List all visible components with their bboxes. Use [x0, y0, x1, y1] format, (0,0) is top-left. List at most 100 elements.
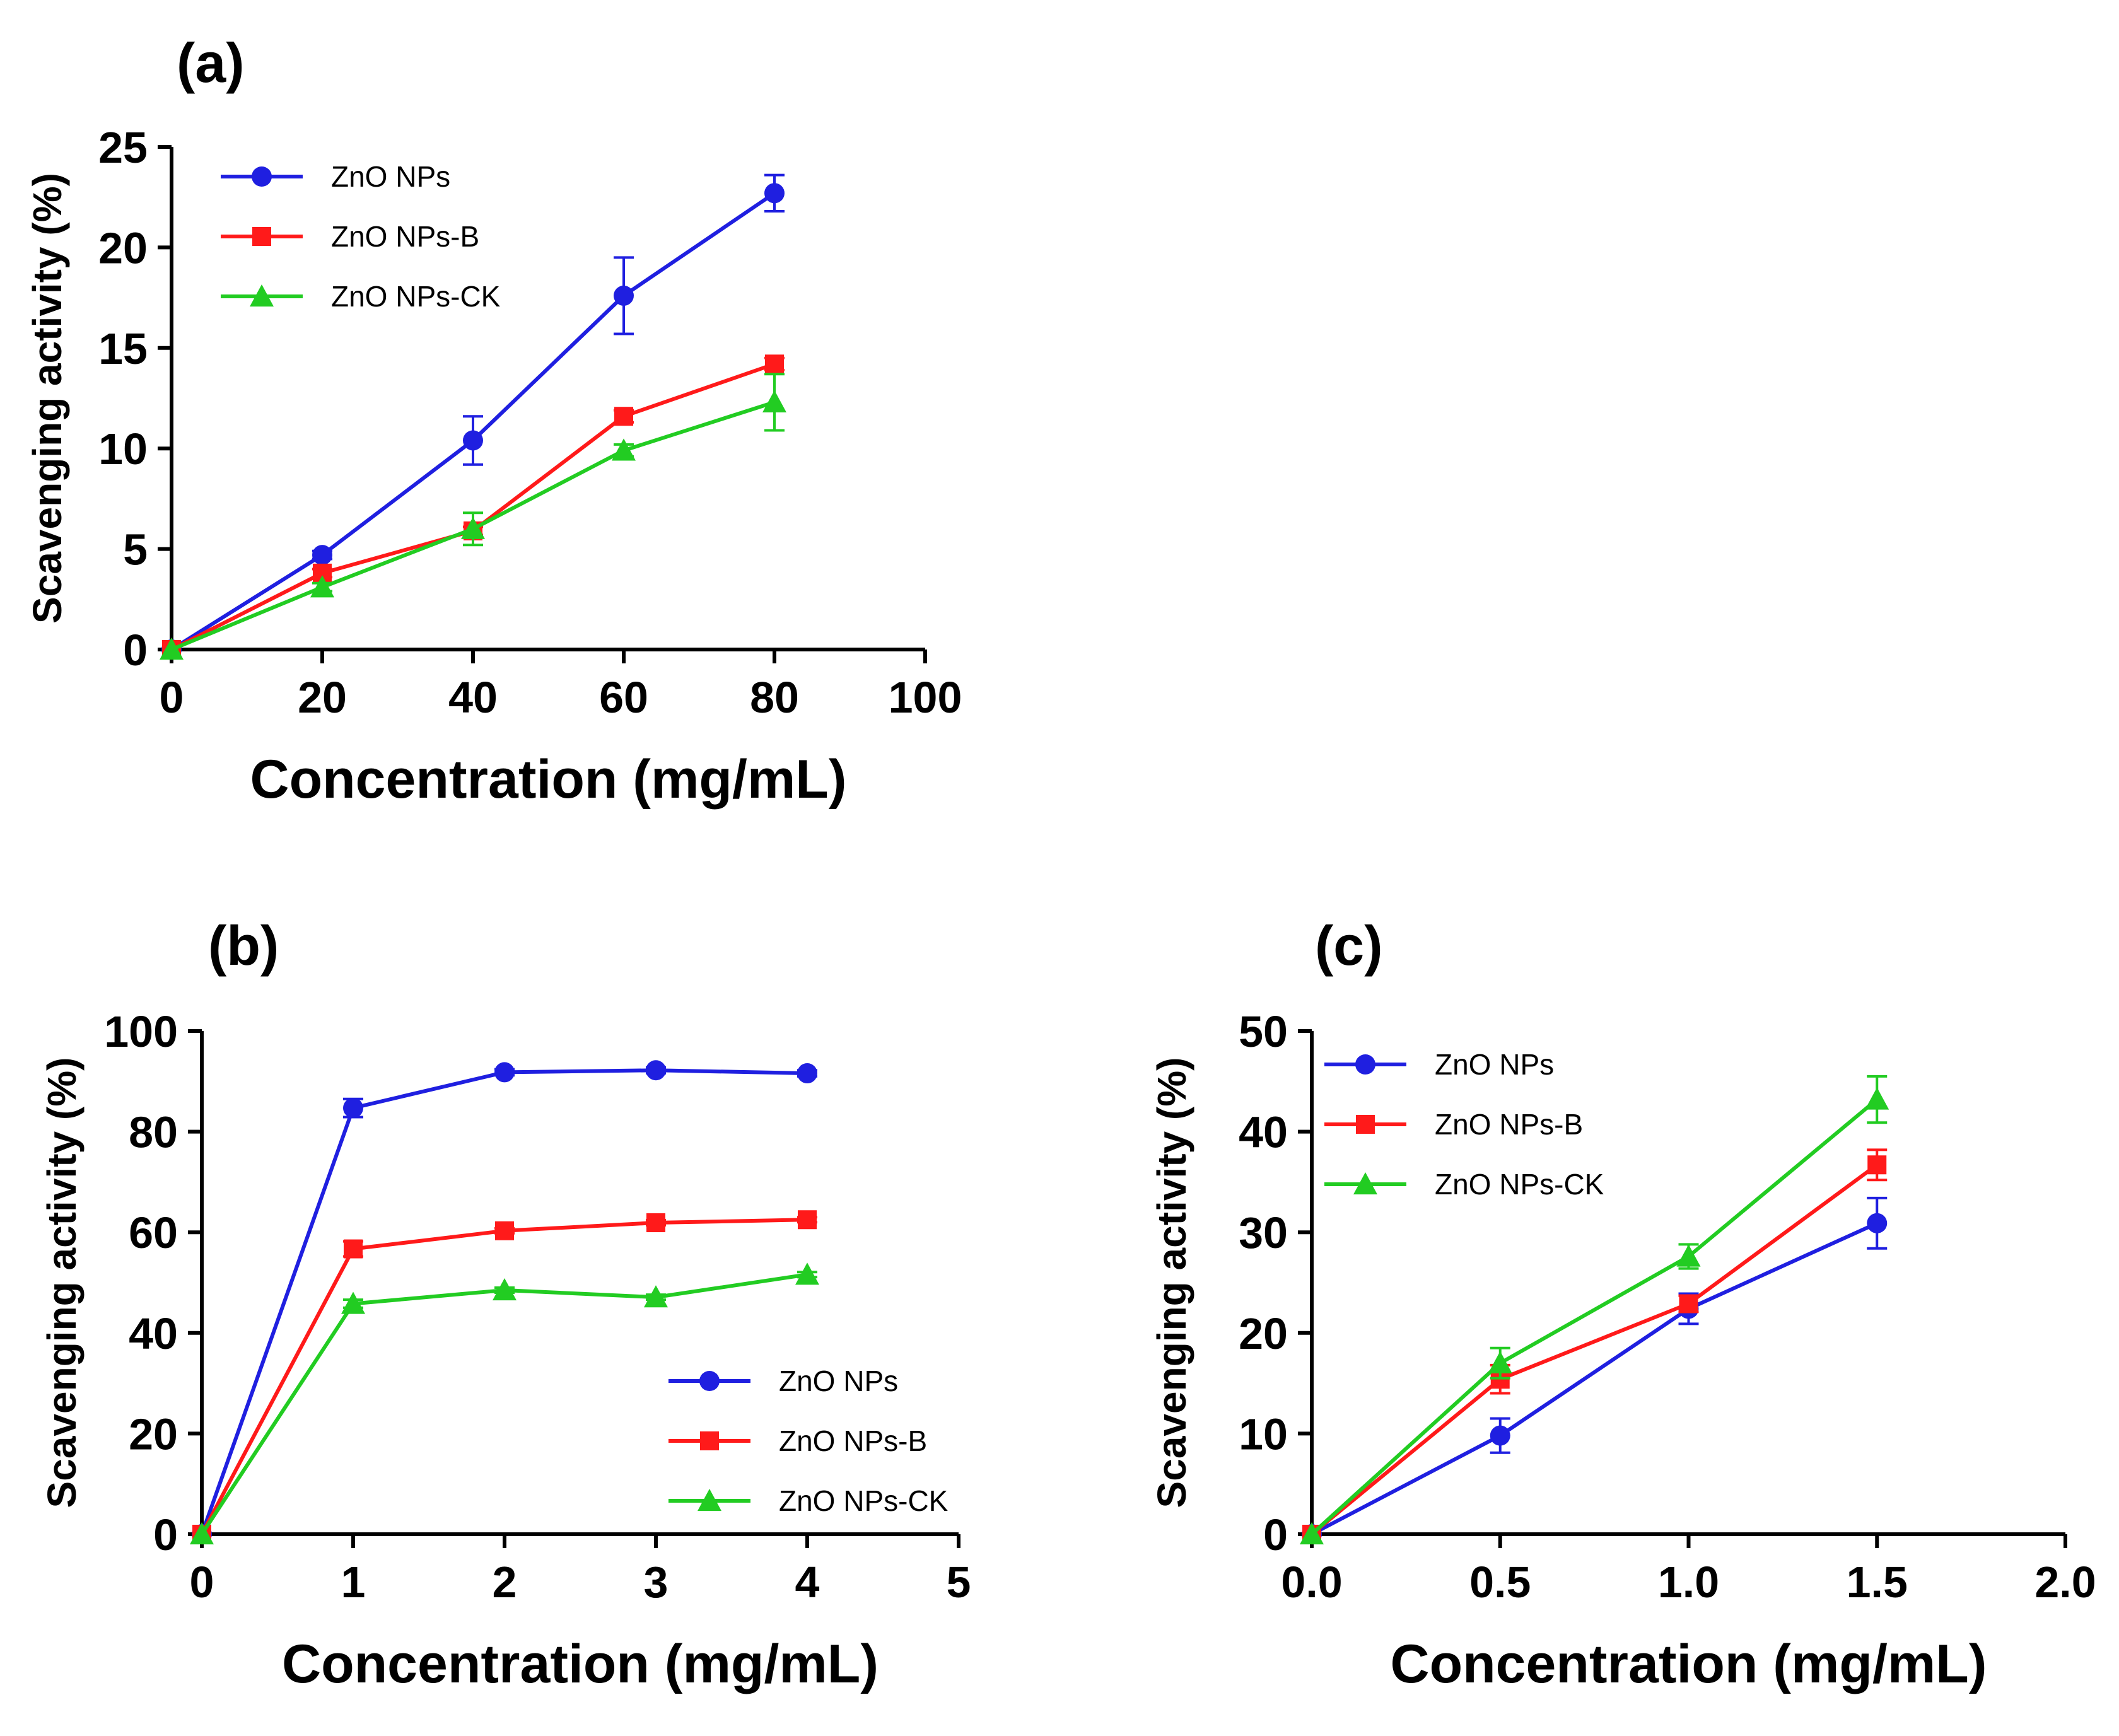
x-tick-label: 1.5 [1847, 1558, 1908, 1607]
series-zno-nps-ck [1300, 1075, 1889, 1545]
data-point [1300, 1522, 1324, 1545]
y-axis-title: Scavenging activity (%) [39, 1057, 85, 1508]
x-tick-label: 1.0 [1658, 1558, 1719, 1607]
y-tick-label: 20 [98, 223, 148, 272]
data-point [344, 1239, 363, 1259]
series-line [200, 1068, 808, 1535]
data-point [343, 1098, 363, 1119]
y-tick-label: 40 [129, 1309, 178, 1358]
data-point [494, 1062, 515, 1083]
panel-label: (b) [208, 914, 279, 977]
data-point [1865, 1087, 1889, 1110]
data-point [795, 1262, 819, 1285]
y-axis-title: Scavenging activity (%) [1149, 1057, 1194, 1508]
legend-marker [699, 1371, 720, 1391]
data-point [461, 516, 485, 539]
legend: ZnO NPs ZnO NPs-B ZnO NPs-CK [1324, 1048, 1604, 1201]
legend-marker [1353, 1172, 1377, 1195]
legend-marker [1356, 1115, 1375, 1134]
data-point [644, 1285, 668, 1308]
x-tick-label: 2.0 [2034, 1558, 2096, 1607]
legend-label: ZnO NPs-B [331, 220, 479, 253]
panel-label: (a) [177, 32, 245, 94]
data-point [612, 438, 636, 461]
legend-marker [698, 1489, 721, 1512]
x-tick-label: 0.0 [1281, 1558, 1342, 1607]
panel-c: (c) 0.0 0.5 1.0 1.5 2.0 0 10 20 30 40 50 Concentrati… [1149, 914, 2096, 1694]
data-point [614, 407, 633, 426]
legend-label: ZnO NPs [1435, 1048, 1554, 1081]
data-point [341, 1291, 365, 1314]
y-tick-label: 20 [129, 1409, 178, 1459]
legend-label: ZnO NPs-CK [331, 280, 501, 313]
legend-label: ZnO NPs [331, 160, 450, 193]
data-point [1488, 1351, 1512, 1373]
data-point [312, 545, 332, 566]
legend-marker [252, 227, 271, 246]
data-point [1867, 1213, 1888, 1233]
y-tick-label: 5 [123, 525, 148, 574]
y-tick-label: 10 [1239, 1409, 1288, 1459]
data-point [493, 1278, 517, 1301]
panel-b: (b) 0 1 2 3 4 5 0 20 40 60 80 100 Concentration (mg/m… [39, 914, 971, 1694]
x-tick-label: 2 [493, 1558, 517, 1607]
x-tick-label: 40 [448, 673, 498, 722]
x-tick-label: 0 [190, 1558, 214, 1607]
x-tick-label: 3 [644, 1558, 668, 1607]
series-zno-nps-b [1302, 1148, 1888, 1544]
legend-label: ZnO NPs-B [779, 1424, 927, 1457]
series-zno-nps-b [192, 1210, 817, 1544]
data-point [646, 1213, 665, 1233]
y-tick-label: 60 [129, 1208, 178, 1257]
y-tick-label: 30 [1239, 1208, 1288, 1257]
legend-label: ZnO NPs-CK [1435, 1168, 1604, 1201]
series-zno-nps [161, 173, 785, 660]
data-point [495, 1221, 514, 1240]
x-tick-label: 5 [947, 1558, 971, 1607]
panel-label: (c) [1315, 914, 1383, 977]
series-zno-nps [1302, 1196, 1888, 1544]
data-point [1867, 1155, 1887, 1175]
series-line [1311, 1221, 1878, 1536]
y-tick-label: 80 [129, 1108, 178, 1157]
series-line [1311, 1163, 1879, 1536]
series-line [1310, 1098, 1879, 1536]
y-tick-label: 40 [1239, 1108, 1288, 1157]
x-axis-title: Concentration (mg/mL) [250, 749, 847, 810]
x-tick-label: 4 [795, 1558, 820, 1607]
y-tick-label: 20 [1239, 1309, 1288, 1358]
legend-marker [250, 284, 274, 307]
data-point [646, 1060, 666, 1081]
data-point [190, 1522, 214, 1545]
series-zno-nps [192, 1060, 817, 1544]
data-point [614, 285, 634, 306]
x-tick-label: 20 [298, 673, 347, 722]
legend-marker [252, 166, 272, 187]
legend-label: ZnO NPs-B [1435, 1108, 1583, 1141]
data-point [310, 575, 334, 598]
data-point [160, 638, 184, 660]
series-zno-nps-ck [160, 373, 786, 660]
x-tick-label: 0.5 [1469, 1558, 1531, 1607]
x-axis-title: Concentration (mg/mL) [1391, 1634, 1987, 1694]
y-tick-label: 100 [104, 1007, 178, 1056]
legend-label: ZnO NPs-CK [779, 1484, 949, 1517]
y-tick-label: 0 [123, 626, 148, 675]
x-tick-label: 0 [160, 673, 184, 722]
data-point [764, 183, 785, 204]
x-tick-label: 60 [599, 673, 648, 722]
legend-marker [1355, 1054, 1375, 1075]
data-point [797, 1063, 817, 1084]
data-point [1490, 1425, 1510, 1446]
legend: ZnO NPs ZnO NPs-B ZnO NPs-CK [668, 1365, 949, 1517]
data-point [798, 1210, 817, 1230]
y-axis-title: Scavenging activity (%) [25, 173, 70, 624]
panel-a: (a) 0 20 40 60 80 100 0 5 10 15 20 25 Concentration (… [25, 32, 962, 810]
legend-marker [700, 1431, 719, 1450]
y-tick-label: 15 [98, 324, 148, 373]
data-point [1679, 1294, 1698, 1314]
series-line [200, 1273, 808, 1535]
legend-label: ZnO NPs [779, 1365, 898, 1397]
y-tick-label: 25 [98, 123, 148, 172]
